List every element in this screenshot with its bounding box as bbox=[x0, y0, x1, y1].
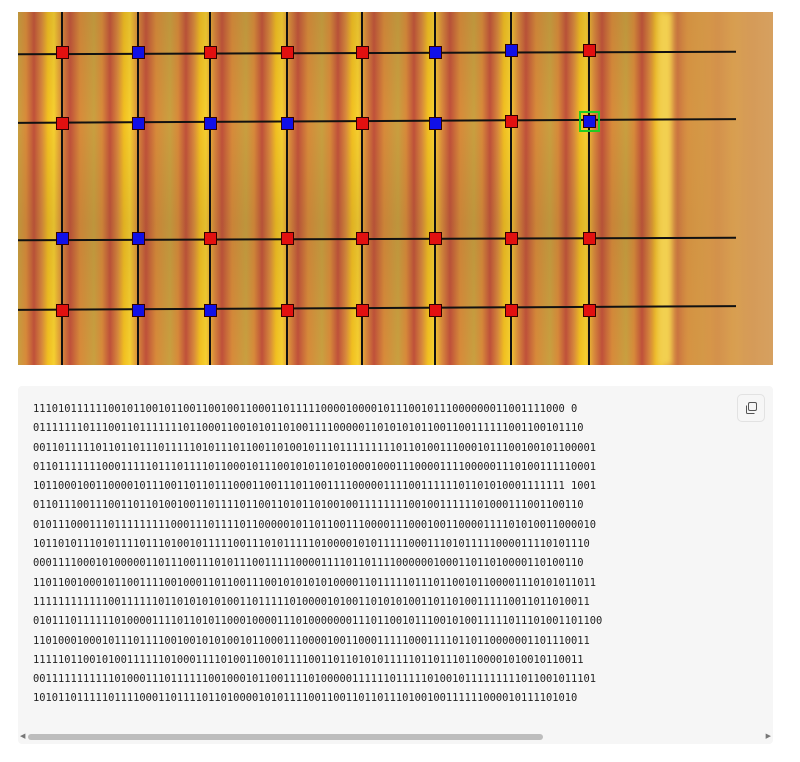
blue-square-marker bbox=[429, 46, 442, 59]
code-line: 1101000100010111011110010010101001011000… bbox=[33, 634, 590, 647]
code-line: 0011111111111010001110111111001000101100… bbox=[33, 673, 597, 686]
grid-line-vertical bbox=[588, 12, 590, 365]
code-block: 1110101111110010110010110011001001100011… bbox=[18, 386, 773, 744]
red-square-marker bbox=[583, 232, 596, 245]
red-square-marker bbox=[356, 46, 369, 59]
code-line: 1101100100010110011110010001101100111001… bbox=[33, 576, 597, 589]
red-square-marker bbox=[356, 232, 369, 245]
red-square-marker bbox=[204, 232, 217, 245]
grid-line-vertical bbox=[61, 12, 63, 365]
code-line: 0011011111011011011101111101011101100110… bbox=[33, 441, 597, 454]
binary-output: 1110101111110010110010110011001001100011… bbox=[33, 400, 602, 709]
blue-square-marker bbox=[204, 304, 217, 317]
scroll-right-icon[interactable]: ▶ bbox=[765, 732, 771, 740]
blue-square-marker bbox=[132, 232, 145, 245]
copy-icon bbox=[746, 402, 757, 414]
grid-line-vertical bbox=[434, 12, 436, 365]
grid-line-horizontal bbox=[18, 236, 737, 242]
code-line: 0101110001110111111111000111011110110000… bbox=[33, 518, 597, 531]
blue-square-marker bbox=[132, 46, 145, 59]
red-square-marker bbox=[583, 44, 596, 57]
code-line: 1010110111110111100011011110110100001010… bbox=[33, 692, 578, 705]
blue-square-marker bbox=[132, 304, 145, 317]
red-square-marker bbox=[56, 304, 69, 317]
blue-square-marker bbox=[281, 117, 294, 130]
code-line: 1110101111110010110010110011001001100011… bbox=[33, 403, 578, 415]
code-line: 0101110111111010000111101101011000100001… bbox=[33, 615, 603, 628]
horizontal-scrollbar[interactable]: ◀ ▶ bbox=[20, 732, 771, 740]
blue-square-marker bbox=[204, 117, 217, 130]
code-line: 1111111111110011111101101010101001101111… bbox=[33, 595, 590, 608]
red-square-marker bbox=[56, 46, 69, 59]
red-square-marker bbox=[505, 232, 518, 245]
grid-line-vertical bbox=[286, 12, 288, 365]
scroll-left-icon[interactable]: ◀ bbox=[20, 732, 26, 740]
red-square-marker bbox=[281, 232, 294, 245]
red-square-marker bbox=[281, 46, 294, 59]
code-line: 0001111000101000001101110011101011100111… bbox=[33, 557, 584, 570]
grid-line-horizontal bbox=[18, 50, 737, 56]
scrollbar-thumb[interactable] bbox=[28, 734, 543, 740]
blue-square-marker bbox=[505, 44, 518, 57]
red-square-marker bbox=[204, 46, 217, 59]
blue-square-marker bbox=[429, 117, 442, 130]
red-square-marker bbox=[505, 115, 518, 128]
grid-line-horizontal bbox=[18, 118, 737, 124]
code-line: 0110111111100011111011101111011000101110… bbox=[33, 460, 597, 473]
red-square-marker bbox=[429, 232, 442, 245]
code-line: 1011010111010111101110100101111100111010… bbox=[33, 538, 590, 551]
red-square-marker bbox=[429, 304, 442, 317]
blue-square-marker bbox=[56, 232, 69, 245]
red-square-marker bbox=[56, 117, 69, 130]
blue-square-marker bbox=[132, 117, 145, 130]
code-line: 0110111001110011011010010011011110110011… bbox=[33, 499, 584, 512]
red-square-marker bbox=[281, 304, 294, 317]
copy-button[interactable] bbox=[737, 394, 765, 422]
code-line: 1111101100101001111110100011110100110010… bbox=[33, 653, 584, 666]
code-line: 1011000100110000101110011011011100011001… bbox=[33, 480, 597, 493]
chip-micrograph bbox=[18, 12, 773, 365]
grid-line-vertical bbox=[209, 12, 211, 365]
red-square-marker bbox=[356, 117, 369, 130]
bright-stripe bbox=[658, 12, 672, 365]
red-square-marker bbox=[356, 304, 369, 317]
grid-line-vertical bbox=[510, 12, 512, 365]
code-line: 0111111101110011011111110110001100101011… bbox=[33, 422, 584, 435]
red-square-marker bbox=[505, 304, 518, 317]
grid-line-vertical bbox=[137, 12, 139, 365]
blue-square-marker bbox=[579, 111, 600, 132]
grid-line-horizontal bbox=[18, 305, 737, 311]
red-square-marker bbox=[583, 304, 596, 317]
grid-line-vertical bbox=[361, 12, 363, 365]
